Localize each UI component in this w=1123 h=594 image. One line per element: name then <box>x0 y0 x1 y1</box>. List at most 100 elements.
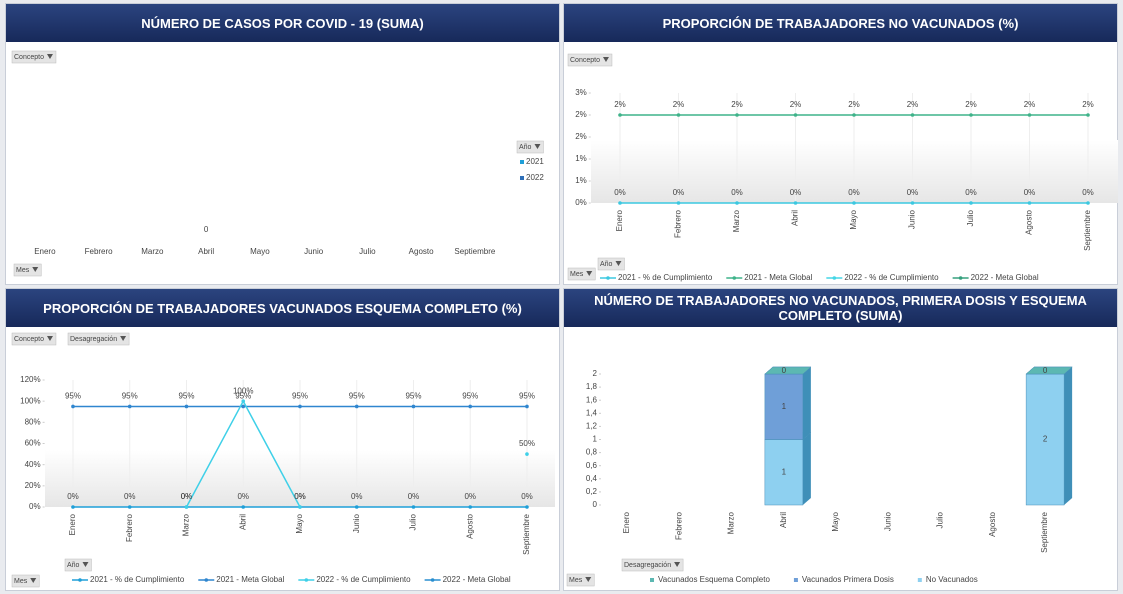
marker <box>468 505 473 509</box>
filter-label: Año <box>519 144 532 151</box>
marker <box>411 505 416 509</box>
bar-top <box>764 366 812 375</box>
data-label: 1 <box>782 467 787 476</box>
marker <box>852 113 856 117</box>
filter-label: Mes <box>14 578 28 585</box>
filter-icon <box>615 261 622 266</box>
data-label: 50% <box>519 439 535 448</box>
x-tick-label: Febrero <box>125 513 134 542</box>
y-tick-label: 40% <box>25 460 41 469</box>
data-label: 95% <box>349 392 365 401</box>
x-tick-label: Junio <box>304 247 324 256</box>
data-label: 2% <box>1024 100 1036 109</box>
bar-segment <box>764 439 804 506</box>
x-tick-label: Septiembre <box>522 513 531 554</box>
data-label: 0% <box>1082 188 1094 197</box>
y-tick-label: 1% <box>575 176 587 185</box>
data-label: 0% <box>614 188 626 197</box>
bar-segment <box>764 373 804 440</box>
x-tick-label: Mayo <box>849 209 858 229</box>
y-tick-label: 1 <box>593 435 598 444</box>
x-tick-label: Agosto <box>988 511 997 536</box>
marker <box>969 113 973 117</box>
x-tick-label: Enero <box>622 511 631 533</box>
legend-label: 2021 - Meta Global <box>216 575 284 584</box>
marker <box>735 201 739 205</box>
legend-label: Vacunados Primera Dosis <box>802 575 894 584</box>
data-label: 95% <box>178 392 194 401</box>
marker <box>298 505 302 509</box>
legend-label: 2022 - % de Cumplimiento <box>844 273 939 282</box>
legend-marker <box>78 578 82 582</box>
marker <box>71 404 75 409</box>
legend-label: 2022 - % de Cumplimiento <box>316 575 411 584</box>
panel: NÚMERO DE CASOS POR COVID - 19 (SUMA) <box>5 3 560 285</box>
y-tick-label: 1,2 <box>586 422 598 431</box>
x-tick-label: Marzo <box>727 511 736 534</box>
data-label: 95% <box>519 392 535 401</box>
data-label: 0 <box>204 225 209 234</box>
x-tick-label: Abril <box>238 514 247 530</box>
legend-marker <box>832 276 837 280</box>
data-label: 0% <box>464 492 476 501</box>
filter-icon <box>32 267 39 272</box>
x-tick-label: Abril <box>791 210 800 226</box>
x-tick-label: Junio <box>352 513 361 533</box>
x-tick-label: Febrero <box>674 511 683 540</box>
legend-marker <box>430 578 435 582</box>
data-label: 0% <box>731 188 743 197</box>
legend-swatch <box>917 578 922 582</box>
x-tick-label: Agosto <box>1025 209 1034 234</box>
filter-label: Desagregación <box>70 336 117 343</box>
legend-marker <box>204 578 209 582</box>
legend-label: 2021 - % de Cumplimiento <box>90 575 185 584</box>
legend-marker <box>606 276 610 280</box>
x-tick-label: Agosto <box>465 513 474 538</box>
filter-label: Año <box>600 261 613 268</box>
filter-button[interactable] <box>11 332 57 346</box>
y-tick-label: 1% <box>575 154 587 163</box>
marker <box>618 113 622 117</box>
filter-icon <box>674 562 681 567</box>
data-label: 95% <box>122 392 138 401</box>
marker <box>298 404 302 409</box>
filter-icon <box>534 144 541 149</box>
legend-label: Vacunados Esquema Completo <box>658 575 770 584</box>
chart-title: NÚMERO DE TRABAJADORES NO VACUNADOS, PRI… <box>564 289 1117 327</box>
marker <box>468 404 473 409</box>
filter-icon <box>585 577 592 582</box>
filter-icon <box>46 336 53 341</box>
legend-swatch <box>520 176 524 180</box>
data-label: 0% <box>181 492 193 501</box>
x-tick-label: Enero <box>615 209 624 231</box>
data-label: 2% <box>1082 100 1094 109</box>
filter-label: Concepto <box>14 336 44 343</box>
x-tick-label: Mayo <box>831 511 840 531</box>
filter-button[interactable] <box>67 332 130 346</box>
x-tick-label: Junio <box>883 511 892 531</box>
data-label: 0% <box>1024 188 1036 197</box>
y-tick-label: 20% <box>25 481 41 490</box>
x-tick-label: Enero <box>34 247 56 256</box>
data-label: 0 <box>782 366 787 375</box>
y-tick-label: 0 <box>593 500 598 509</box>
marker <box>910 113 915 117</box>
legend-label: 2021 - Meta Global <box>744 273 812 282</box>
y-tick-label: 1,8 <box>586 382 598 391</box>
panel: NÚMERO DE TRABAJADORES NO VACUNADOS, PRI… <box>563 288 1118 591</box>
filter-button[interactable] <box>567 53 613 67</box>
marker <box>241 399 246 403</box>
marker <box>969 201 973 205</box>
y-tick-label: 0% <box>29 502 41 511</box>
data-label: 2% <box>731 100 743 109</box>
filter-icon <box>586 271 593 276</box>
data-label: 2% <box>790 100 802 109</box>
x-tick-label: Marzo <box>141 247 164 256</box>
marker <box>241 505 246 509</box>
filter-button[interactable] <box>11 50 57 64</box>
legend-label: 2021 - % de Cumplimiento <box>618 273 713 282</box>
chart-title: PROPORCIÓN DE TRABAJADORES VACUNADOS ESQ… <box>6 289 559 327</box>
data-label: 0% <box>351 492 363 501</box>
filter-button[interactable] <box>621 558 684 572</box>
data-label: 0% <box>521 492 533 501</box>
